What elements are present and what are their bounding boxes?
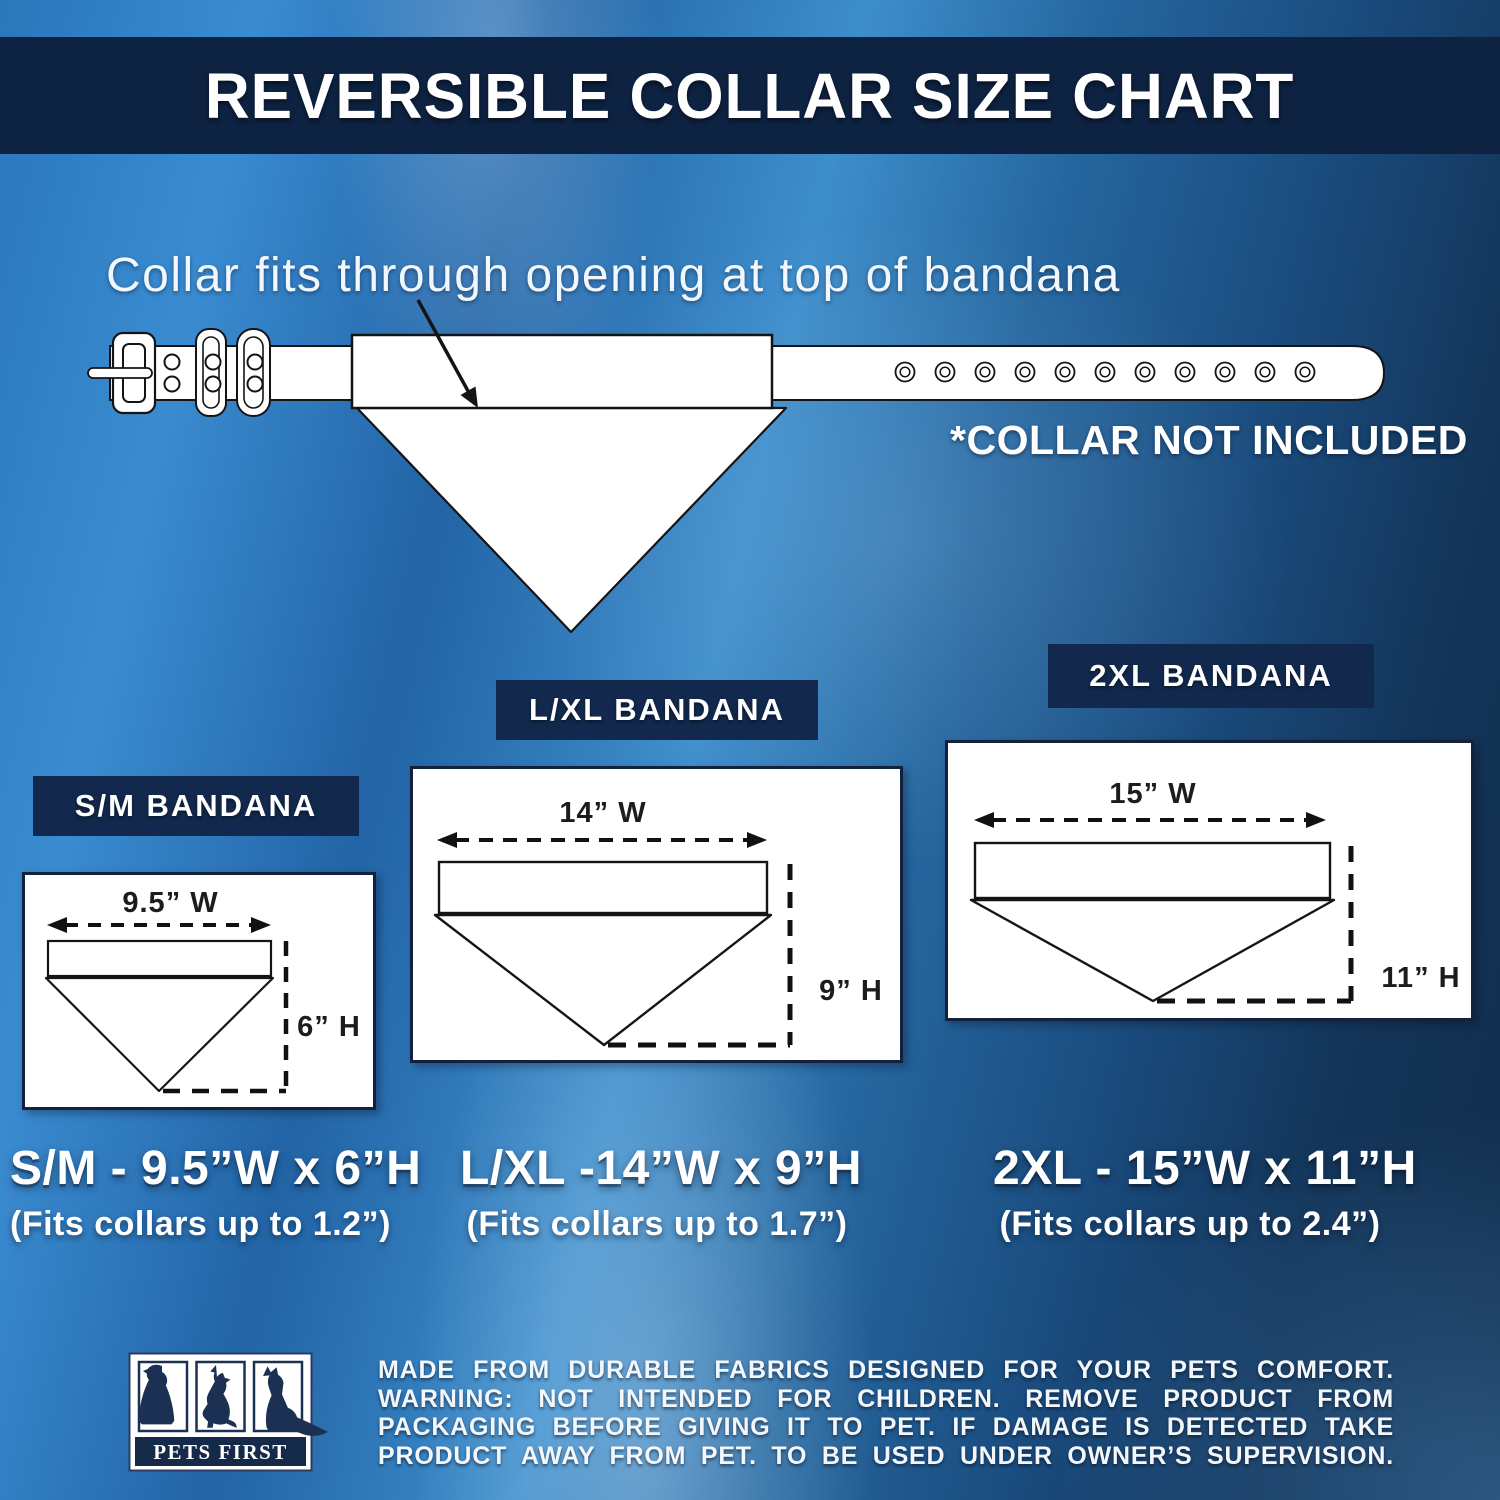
pets-first-logo: PETS FIRST: [128, 1352, 328, 1472]
collar-keeper-loops: [195, 328, 271, 417]
width-arrow: [47, 917, 271, 933]
dog-icon: [138, 1364, 175, 1425]
size-label-2xl-text: 2XL BANDANA: [1089, 658, 1333, 693]
width-arrow: [974, 812, 1326, 828]
bandana-triangle: [969, 898, 1336, 1003]
size-diagram-lxl: [433, 832, 793, 1048]
size-caption-sm: S/M - 9.5”W x 6”H: [10, 1142, 422, 1195]
height-dim-label-sm: 6” H: [297, 1011, 361, 1043]
bandana-band: [973, 841, 1332, 900]
collar-holes: [163, 353, 264, 393]
width-arrow: [437, 832, 767, 848]
size-label-2xl: 2XL BANDANA: [1048, 644, 1374, 708]
bandana-triangle: [433, 913, 773, 1047]
size-caption-2xl: 2XL - 15”W x 11”H: [993, 1142, 1417, 1195]
bandana-band: [46, 939, 273, 978]
footer-line: PRODUCT AWAY FROM PET. TO BE USED UNDER …: [378, 1441, 1394, 1470]
width-dim-label-2xl: 15” W: [1109, 778, 1197, 810]
bandana-triangle: [355, 406, 788, 634]
bandana-band: [437, 860, 769, 915]
size-fits-lxl: (Fits collars up to 1.7”): [466, 1205, 848, 1243]
bandana-sleeve: [350, 333, 774, 410]
logo-brand-text: PETS FIRST: [153, 1440, 288, 1464]
size-panel-sm: 9.5” W 6” H: [22, 872, 376, 1110]
bandana-triangle: [44, 976, 275, 1093]
collar-illustration: [87, 299, 1386, 634]
collar-eyelets: [894, 361, 1316, 383]
size-diagram-2xl: [969, 812, 1354, 1004]
size-label-lxl: L/XL BANDANA: [496, 680, 818, 740]
title-band: REVERSIBLE COLLAR SIZE CHART: [0, 37, 1500, 154]
size-fits-sm: (Fits collars up to 1.2”): [10, 1205, 391, 1243]
size-label-sm-text: S/M BANDANA: [74, 788, 318, 823]
height-dim-label-lxl: 9” H: [819, 975, 883, 1007]
footer-warning-text: MADE FROM DURABLE FABRICS DESIGNED FOR Y…: [378, 1356, 1394, 1470]
collar-buckle: [87, 331, 157, 415]
collar-not-included-note: *COLLAR NOT INCLUDED: [950, 417, 1468, 463]
size-caption-lxl: L/XL -14”W x 9”H: [460, 1142, 862, 1195]
buckle-prong: [87, 367, 153, 379]
footer-line: WARNING: NOT INTENDED FOR CHILDREN. REMO…: [378, 1384, 1394, 1413]
logo-brand-bar: [135, 1437, 306, 1466]
collar-caption: Collar fits through opening at top of ba…: [106, 249, 1121, 302]
height-dim-label-2xl: 11” H: [1381, 962, 1461, 994]
dog-icon: [263, 1366, 328, 1436]
pointer-arrow: [416, 299, 478, 408]
size-panel-lxl: 14” W 9” H: [410, 766, 903, 1063]
width-dim-label-sm: 9.5” W: [122, 887, 219, 919]
size-fits-2xl: (Fits collars up to 2.4”): [999, 1205, 1381, 1243]
size-label-sm: S/M BANDANA: [33, 776, 359, 836]
size-panel-2xl: 15” W 11” H: [945, 740, 1474, 1021]
footer-line: PACKAGING BEFORE GIVING IT TO PET. IF DA…: [378, 1413, 1394, 1441]
size-diagram-sm: [44, 917, 289, 1094]
page-title: REVERSIBLE COLLAR SIZE CHART: [205, 59, 1295, 132]
logo-dog-silhouettes: [138, 1364, 328, 1436]
width-dim-label-lxl: 14” W: [559, 797, 647, 829]
footer-line: MADE FROM DURABLE FABRICS DESIGNED FOR Y…: [378, 1356, 1394, 1384]
size-label-lxl-text: L/XL BANDANA: [529, 692, 785, 727]
dog-icon: [202, 1365, 237, 1428]
